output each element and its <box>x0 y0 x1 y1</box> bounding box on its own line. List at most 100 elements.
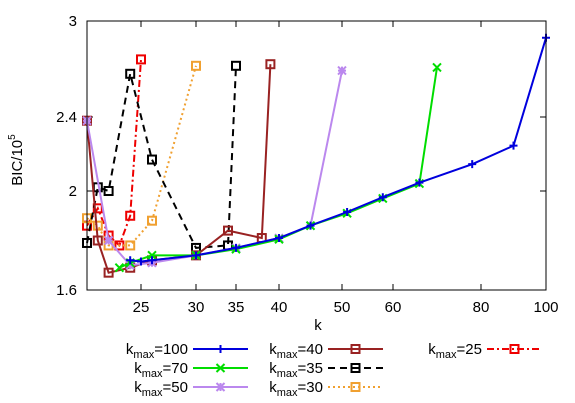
legend-label: kmax=25 <box>428 341 482 361</box>
legend-label-value: =35 <box>298 360 323 377</box>
data-point <box>415 178 424 187</box>
legend-label: kmax=100 <box>126 341 188 361</box>
data-point <box>103 267 114 278</box>
legend-label-main: k <box>269 360 277 377</box>
legend-marker <box>215 382 226 392</box>
legend-label-main: k <box>269 341 277 358</box>
legend-label-sub: max <box>277 368 298 380</box>
data-point <box>223 225 233 236</box>
data-point <box>114 263 125 273</box>
legend-label-sub: max <box>277 349 298 361</box>
legend-marker <box>350 344 361 354</box>
legend: kmax=100kmax=70kmax=50kmax=40kmax=35kmax… <box>126 341 542 399</box>
x-tick-label: 50 <box>334 299 351 316</box>
data-point <box>337 65 347 76</box>
legend-label-value: =70 <box>163 360 188 377</box>
data-point <box>147 215 157 226</box>
legend-marker <box>509 344 520 354</box>
data-point <box>468 160 477 169</box>
y-tick-label: 2.4 <box>56 109 77 126</box>
x-tick-label: 25 <box>133 299 150 316</box>
legend-entry: kmax=70 <box>134 360 248 380</box>
data-point <box>136 54 146 65</box>
legend-entry: kmax=100 <box>126 341 248 361</box>
data-point <box>125 210 136 221</box>
data-point <box>125 240 136 251</box>
data-point <box>509 141 518 150</box>
series-kmax30 <box>82 60 201 251</box>
legend-label-value: =100 <box>154 341 188 358</box>
legend-marker <box>350 363 361 373</box>
svg-text:BIC/105: BIC/105 <box>7 134 26 186</box>
legend-entry: kmax=25 <box>428 341 542 361</box>
data-point <box>148 256 156 265</box>
data-point <box>92 235 103 246</box>
legend-marker <box>350 382 361 392</box>
legend-label: kmax=50 <box>134 379 188 399</box>
data-point <box>125 260 135 270</box>
x-tick-label: 60 <box>385 299 402 316</box>
data-point <box>306 221 315 230</box>
data-point <box>275 234 283 243</box>
legend-label-sub: max <box>142 387 163 399</box>
x-tick-label: 80 <box>473 299 490 316</box>
x-tick-label: 100 <box>533 299 558 316</box>
data-point <box>137 257 145 266</box>
tick-labels: 25 30 35 40 50 60 80 100 1.6 2 2.4 3 <box>56 13 558 316</box>
legend-entry: kmax=50 <box>134 379 248 399</box>
data-point <box>192 251 200 260</box>
x-tick-label: 40 <box>271 299 288 316</box>
data-point <box>103 186 114 196</box>
legend-label-sub: max <box>277 387 298 399</box>
legend-label-sub: max <box>142 368 163 380</box>
data-point <box>432 62 442 73</box>
legend-label-value: =30 <box>298 379 323 396</box>
data-point <box>125 68 136 79</box>
data-point <box>126 256 135 265</box>
legend-label-value: =40 <box>298 341 323 358</box>
legend-entry: kmax=35 <box>269 360 383 380</box>
legend-label: kmax=40 <box>269 341 323 361</box>
legend-label-sub: max <box>436 349 457 361</box>
x-axis-label: k <box>314 317 322 334</box>
legend-marker <box>216 345 225 353</box>
data-point <box>92 220 103 231</box>
data-point <box>343 208 352 217</box>
legend-entry: kmax=40 <box>269 341 383 361</box>
legend-label-value: =25 <box>457 341 482 358</box>
data-point <box>191 60 201 71</box>
legend-label-main: k <box>134 379 142 396</box>
y-tick-label: 1.6 <box>56 282 77 299</box>
plot-frame <box>86 20 547 291</box>
legend-label-sub: max <box>133 349 154 361</box>
y-axis-label: BIC/105 <box>7 134 26 186</box>
series-line <box>86 65 237 249</box>
legend-marker <box>215 363 226 373</box>
y-tick-label: 3 <box>69 13 77 30</box>
series-line <box>86 65 197 247</box>
legend-label-main: k <box>269 379 277 396</box>
y-axis-label-base: BIC/10 <box>9 140 26 186</box>
legend-label-value: =50 <box>163 379 188 396</box>
data-point <box>147 250 157 261</box>
legend-label-main: k <box>134 360 142 377</box>
x-tick-label: 30 <box>188 299 205 316</box>
data-point <box>147 154 157 165</box>
legend-label-main: k <box>428 341 436 358</box>
x-tick-label: 35 <box>228 299 245 316</box>
y-tick-label: 2 <box>69 183 77 200</box>
data-point <box>232 243 240 252</box>
y-axis-label-exponent: 5 <box>7 134 18 140</box>
legend-label: kmax=70 <box>134 360 188 380</box>
legend-entry: kmax=30 <box>269 379 383 399</box>
series-layer <box>82 33 550 278</box>
legend-label-main: k <box>126 341 134 358</box>
data-point <box>378 193 387 202</box>
data-point <box>265 59 276 70</box>
series-kmax35 <box>82 60 241 253</box>
legend-label: kmax=30 <box>269 379 323 399</box>
series-kmax100 <box>126 33 550 266</box>
data-point <box>103 235 114 246</box>
data-point <box>231 60 241 71</box>
